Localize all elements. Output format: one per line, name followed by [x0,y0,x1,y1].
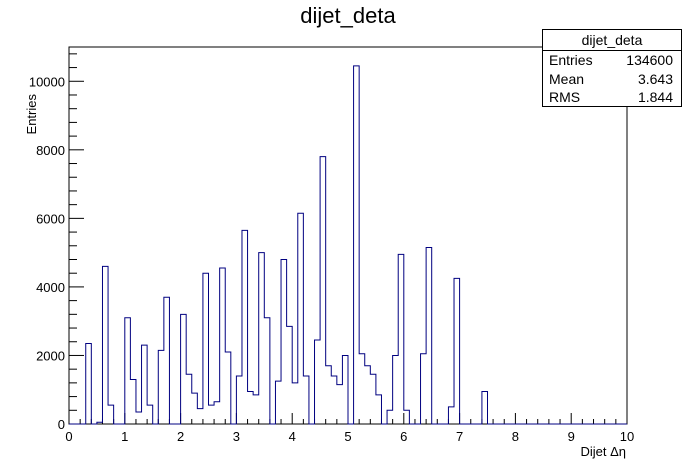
histogram-bin [86,343,92,424]
histogram-bin [259,253,265,424]
histogram-bin [398,254,404,424]
histogram-bin [164,297,170,424]
histogram-bin [158,350,164,424]
histogram-bin [242,230,248,424]
x-tick-label: 4 [289,429,296,444]
stats-value: 3.643 [637,70,673,87]
x-tick-label: 8 [512,429,519,444]
histogram-bin [365,366,371,424]
stats-value: 134600 [626,52,673,68]
histogram-bin [197,409,203,424]
histogram-bin [186,374,192,424]
histogram-bin [448,407,454,424]
histogram-bin [354,66,360,424]
histogram-bin [203,273,209,424]
y-tick-label: 8000 [36,143,65,158]
histogram-bin [225,352,231,424]
histogram-bin [326,366,332,424]
histogram-bin [404,410,410,424]
y-tick-label: 10000 [29,74,65,89]
y-axis-label: Entries [24,94,39,135]
histogram-bin [264,318,270,424]
stats-label: Mean [549,70,585,87]
stats-box: dijet_deta Entries 134600 Mean 3.643 RMS… [542,29,682,107]
y-tick-label: 6000 [36,211,65,226]
stats-row-entries: Entries 134600 [543,51,681,70]
histogram-bin [376,395,382,424]
histogram-bin [142,345,148,424]
x-tick-label: 7 [456,429,463,444]
histogram-bin [298,213,304,424]
histogram-bin [102,266,108,424]
histogram-bin [248,391,254,424]
histogram-bin [130,379,136,424]
x-tick-label: 2 [177,429,184,444]
histogram-bin [337,385,343,424]
histogram-bin [220,268,226,424]
chart-title: dijet_deta [300,3,396,28]
x-axis-label: Dijet Δη [580,444,626,459]
stats-value: 1.844 [637,89,673,105]
histogram-bin [370,374,376,424]
stats-row-mean: Mean 3.643 [543,70,681,89]
histogram-bin [97,422,103,424]
histogram-bin [287,326,293,424]
histogram-bin [147,405,153,424]
histogram-bin [454,278,460,424]
histogram-bin [253,395,259,424]
histogram-bin [303,376,309,424]
stats-row-rms: RMS 1.844 [543,88,681,107]
histogram-bin [320,157,326,424]
histogram-bin [315,340,321,424]
histogram-bin [331,376,337,424]
y-tick-labels: 0 2000 4000 6000 8000 10000 [29,74,65,432]
x-tick-labels: 0 1 2 3 4 5 6 7 8 9 10 [65,429,634,444]
histogram-bin [342,355,348,424]
histogram-bin [482,391,488,424]
y-tick-label: 0 [58,417,65,432]
stats-title: dijet_deta [543,30,681,51]
x-tick-label: 6 [400,429,407,444]
histogram-bin [281,259,287,424]
x-tick-label: 9 [568,429,575,444]
y-tick-label: 2000 [36,348,65,363]
histogram-bin [275,381,281,424]
histogram-bin [192,393,198,424]
x-tick-label: 3 [233,429,240,444]
histogram-bin [209,405,215,424]
histogram-bin [236,376,242,424]
histogram-bin [426,247,432,424]
histogram-bin [421,354,427,424]
x-tick-label: 0 [65,429,72,444]
y-tick-label: 4000 [36,280,65,295]
x-tick-label: 1 [121,429,128,444]
histogram-bin [108,405,114,424]
histogram-bin [136,412,142,424]
stats-label: RMS [549,89,581,105]
histogram-bin [214,402,220,424]
x-tick-label: 5 [344,429,351,444]
histogram-bin [393,355,399,424]
histogram-bin [125,318,131,424]
histogram-bin [292,383,298,424]
stats-label: Entries [549,52,593,68]
bins-layer [86,66,488,424]
histogram-bin [387,410,393,424]
histogram-series [69,65,627,425]
x-tick-label: 10 [620,429,634,444]
histogram-bin [181,314,187,424]
histogram-bin [359,354,365,424]
